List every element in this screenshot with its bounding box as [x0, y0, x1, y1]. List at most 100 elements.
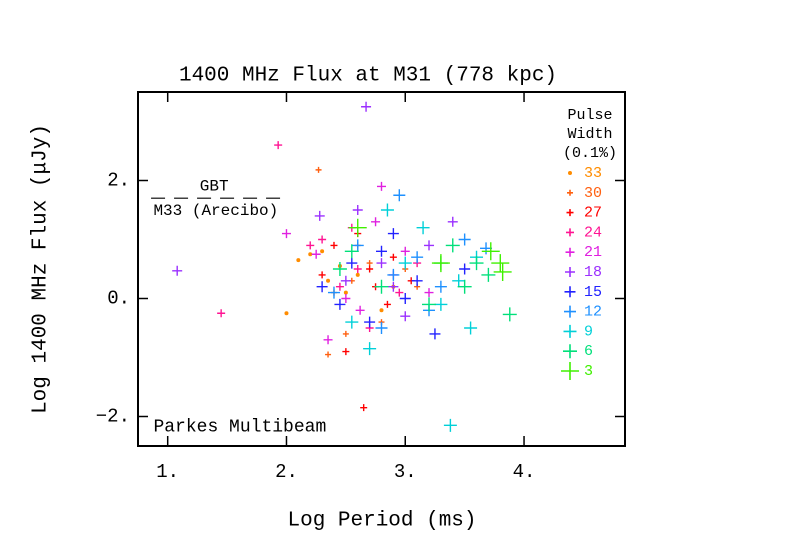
point — [383, 300, 391, 308]
point — [318, 271, 326, 279]
chart-title: 1400 MHz Flux at M31 (778 kpc) — [179, 65, 557, 88]
y-axis-label: Log 1400 MHz Flux (μJy) — [30, 124, 53, 414]
point — [363, 342, 377, 356]
point — [445, 238, 460, 253]
legend-label: 30 — [584, 185, 602, 202]
x-tick-label: 4. — [513, 461, 536, 483]
point — [371, 217, 381, 227]
point — [353, 265, 362, 273]
x-tick-label: 1. — [156, 461, 179, 483]
point — [431, 254, 450, 273]
point — [481, 267, 496, 282]
point — [416, 221, 430, 235]
legend-marker — [563, 324, 577, 338]
point — [364, 316, 376, 328]
point — [447, 216, 458, 227]
legend-title: Pulse — [567, 107, 612, 124]
point — [389, 253, 397, 261]
legend-label: 33 — [584, 165, 602, 182]
point — [398, 256, 412, 270]
point — [315, 166, 322, 173]
legend-title: (0.1%) — [563, 145, 617, 162]
point — [374, 279, 389, 294]
point — [314, 210, 325, 221]
point — [281, 229, 291, 239]
point — [334, 298, 346, 310]
x-axis-label: Log Period (ms) — [287, 510, 476, 533]
legend-marker — [567, 189, 573, 196]
point — [400, 246, 410, 256]
point — [443, 418, 457, 432]
point — [459, 263, 471, 275]
point — [387, 228, 399, 240]
point — [481, 242, 500, 261]
point — [284, 311, 289, 316]
point — [348, 218, 367, 237]
point — [491, 254, 510, 273]
point — [355, 272, 360, 277]
annotation: GBT — [200, 178, 229, 196]
legend-marker — [566, 228, 574, 237]
point — [393, 189, 406, 202]
point — [480, 242, 493, 255]
point — [376, 258, 387, 269]
point — [351, 239, 364, 252]
legend-marker — [565, 247, 575, 257]
point — [422, 297, 437, 312]
point — [323, 335, 333, 345]
point — [345, 315, 359, 329]
point — [366, 260, 373, 267]
point — [296, 258, 301, 263]
point — [387, 268, 400, 281]
legend-label: 12 — [584, 304, 602, 321]
point — [352, 205, 363, 215]
point — [325, 351, 332, 358]
point — [429, 328, 441, 340]
point — [452, 274, 466, 288]
point — [172, 265, 183, 276]
point — [502, 307, 517, 322]
point — [375, 322, 388, 334]
x-tick-label: 2. — [275, 461, 298, 483]
legend-marker — [564, 286, 576, 298]
legend-marker — [565, 267, 575, 277]
legend-marker — [564, 305, 576, 318]
y-tick-label: 0. — [107, 288, 130, 310]
point — [326, 278, 331, 283]
point — [332, 262, 347, 276]
point — [493, 262, 512, 281]
point — [377, 181, 386, 191]
point — [311, 249, 321, 259]
point — [274, 141, 283, 150]
point — [346, 257, 358, 269]
legend-label: 3 — [584, 363, 593, 380]
point — [344, 244, 359, 259]
point — [335, 282, 344, 291]
legend-label: 15 — [584, 284, 602, 301]
point — [327, 286, 340, 299]
legend-marker — [563, 344, 577, 359]
point — [400, 311, 411, 322]
point — [379, 308, 384, 313]
point — [318, 235, 327, 244]
point — [399, 293, 411, 304]
legend-title: Width — [567, 126, 612, 143]
legend-label: 24 — [584, 224, 602, 241]
legend-label: 18 — [584, 264, 602, 281]
legend-marker — [566, 209, 574, 217]
point — [361, 101, 372, 112]
point — [424, 240, 435, 251]
legend-marker — [568, 171, 572, 175]
point — [395, 288, 404, 297]
point — [388, 281, 399, 292]
point — [360, 404, 368, 412]
point — [366, 265, 374, 273]
point — [340, 275, 351, 286]
point — [380, 203, 394, 217]
point — [464, 321, 478, 335]
y-tick-label: −2. — [96, 406, 130, 428]
point — [411, 251, 424, 264]
point — [457, 279, 472, 294]
point — [342, 348, 350, 356]
